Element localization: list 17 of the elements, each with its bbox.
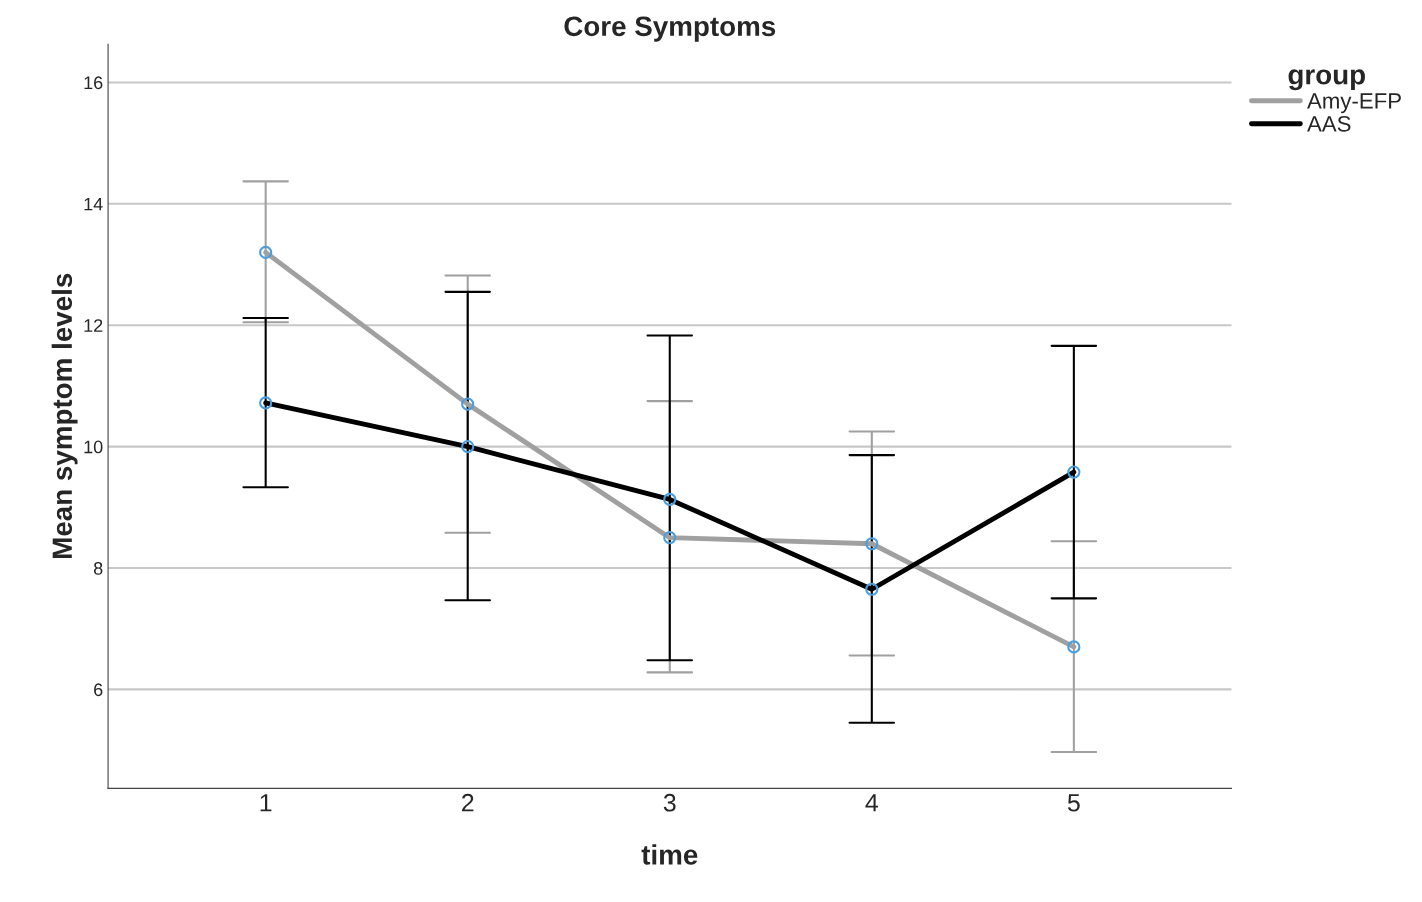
x-axis-title: time (641, 844, 698, 865)
x-tick-label: 5 (1067, 794, 1080, 812)
y-tick-label: 16 (84, 76, 103, 90)
legend-title: group (1288, 69, 1365, 91)
x-tick-label: 4 (865, 794, 879, 812)
y-tick-label: 14 (84, 197, 103, 211)
x-tick-label: 1 (260, 794, 272, 812)
y-tick-label: 6 (94, 683, 103, 697)
y-axis-title: Mean symptom levels (51, 273, 78, 558)
y-tick-label: 12 (84, 319, 103, 332)
x-tick-label: 3 (663, 793, 676, 812)
y-tick-label: 10 (84, 440, 103, 454)
legend-label: Amy-EFP (1307, 93, 1401, 114)
chart-title: Core Symptoms (564, 16, 776, 42)
y-tick-label: 8 (93, 561, 103, 575)
x-tick-label: 2 (462, 793, 474, 812)
legend-label: AAS (1307, 115, 1351, 132)
